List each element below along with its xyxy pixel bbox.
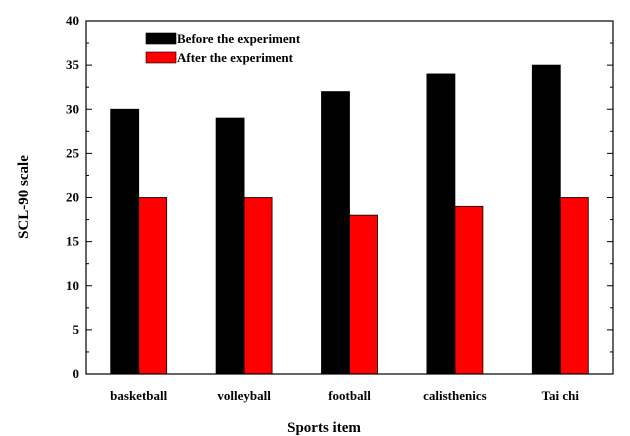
y-tick-label: 0 <box>73 366 80 381</box>
bar-before-basketball <box>110 108 140 375</box>
legend-label-after: After the experiment <box>177 50 294 65</box>
y-tick-label: 30 <box>66 101 79 116</box>
x-tick-label: volleyball <box>217 388 271 403</box>
bar-after-volleyball <box>243 197 273 375</box>
y-tick-label: 25 <box>66 145 80 160</box>
bar-before-tai-chi <box>531 64 561 375</box>
bar-before-football <box>321 91 350 375</box>
y-tick-label: 5 <box>73 322 80 337</box>
y-tick-label: 20 <box>66 190 79 205</box>
x-tick-label: Tai chi <box>542 388 580 403</box>
y-tick-label: 40 <box>66 13 79 28</box>
bar-before-volleyball <box>215 117 245 375</box>
y-tick-label: 35 <box>66 57 80 72</box>
y-tick-label: 10 <box>66 278 79 293</box>
bar-after-basketball <box>138 197 168 375</box>
legend: Before the experiment After the experimen… <box>145 31 301 65</box>
legend-swatch-before <box>145 32 177 45</box>
x-tick-label: football <box>328 388 371 403</box>
y-axis-label: SCL-90 scale <box>16 155 32 239</box>
y-tick-label: 15 <box>66 234 80 249</box>
legend-label-before: Before the experiment <box>177 31 301 46</box>
y-axis-ticks: 0 5 10 15 20 25 30 35 40 <box>66 13 613 381</box>
bar-before-calisthenics <box>426 73 456 375</box>
x-tick-label: calisthenics <box>423 388 487 403</box>
legend-swatch-after <box>145 51 177 64</box>
x-tick-label: basketball <box>110 388 167 403</box>
bar-after-calisthenics <box>454 205 484 375</box>
bar-after-football <box>349 214 378 375</box>
x-axis-label: Sports item <box>287 420 361 436</box>
x-axis-ticks: basketball volleyball football calisthenics… <box>110 369 579 403</box>
bar-after-tai-chi <box>559 197 589 375</box>
bars-group <box>110 64 589 375</box>
